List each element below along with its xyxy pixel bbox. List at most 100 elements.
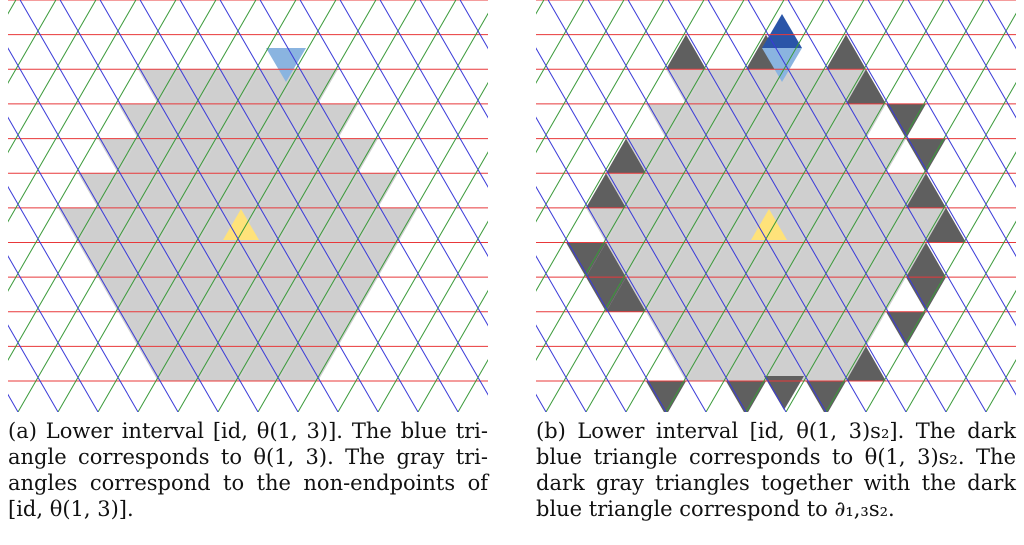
endpoint-triangle-dark <box>762 14 802 48</box>
green-line <box>337 151 488 412</box>
interval-triangle <box>198 173 238 208</box>
boundary-triangle <box>586 277 626 312</box>
identity-triangle <box>223 209 259 240</box>
interval-triangle <box>258 346 298 382</box>
boundary-triangle <box>886 103 926 139</box>
interval-triangle <box>806 242 846 278</box>
interval-triangle <box>646 207 686 243</box>
interval-triangle <box>646 173 686 208</box>
interval-triangle <box>218 311 258 347</box>
interval-triangle <box>606 173 646 208</box>
interval-triangle <box>686 69 726 104</box>
interval-triangle <box>98 277 138 312</box>
interval-triangle <box>686 103 726 139</box>
interval-triangle <box>706 138 746 174</box>
interval-triangle <box>258 277 298 312</box>
blue-line <box>787 0 1016 396</box>
interval-triangle <box>646 277 686 312</box>
interval-triangle <box>158 173 198 208</box>
interval-triangle <box>358 242 398 278</box>
caption-a-line-2: angle corresponds to θ(1, 3). The gray t… <box>8 445 488 469</box>
interval-triangle <box>338 173 378 208</box>
interval-triangle <box>178 242 218 278</box>
caption-a: (a) Lower interval [id, θ(1, 3)]. The bl… <box>8 418 488 522</box>
interval-triangle <box>706 173 746 208</box>
blue-line <box>747 0 987 412</box>
interval-triangle <box>138 138 178 174</box>
interval-triangle <box>258 207 298 243</box>
interval-triangle <box>766 138 806 174</box>
green-line <box>825 81 1016 412</box>
interval-triangle <box>666 242 706 278</box>
interval-triangle <box>238 277 278 312</box>
interval-triangle <box>318 138 358 174</box>
interval-triangle <box>378 207 418 243</box>
interval-triangle <box>118 311 158 347</box>
blue-line <box>536 255 627 412</box>
interval-triangle <box>806 173 846 208</box>
interval-triangle <box>238 138 278 174</box>
interval-triangle <box>118 173 158 208</box>
boundary-triangle <box>764 376 804 410</box>
interval-triangle <box>806 138 846 174</box>
interval-triangle <box>218 277 258 312</box>
interval-triangle <box>886 173 926 208</box>
interval-triangle <box>786 346 826 382</box>
interval-triangle <box>826 138 866 174</box>
interval-triangle <box>806 69 846 104</box>
interval-triangle <box>726 69 766 104</box>
interval-triangle <box>806 103 846 139</box>
interval-triangle <box>238 103 278 139</box>
interval-triangle <box>138 103 178 139</box>
green-line <box>785 12 1016 412</box>
blue-line <box>8 393 19 412</box>
interval-triangle <box>278 242 318 278</box>
interval-triangle <box>358 207 398 243</box>
green-line <box>985 359 1016 412</box>
blue-line <box>536 393 547 412</box>
green-line <box>705 0 945 412</box>
green-line <box>545 0 785 412</box>
green-line <box>945 289 1016 412</box>
endpoint-triangle-light <box>762 48 802 82</box>
interval-triangle <box>826 69 866 104</box>
interval-triangle <box>178 346 218 382</box>
blue-line <box>419 0 488 119</box>
interval-triangle <box>746 138 786 174</box>
interval-triangle <box>338 277 378 312</box>
blue-line <box>547 0 787 412</box>
interval-triangle <box>118 277 158 312</box>
interval-triangle <box>178 69 218 104</box>
interval-triangle <box>766 173 806 208</box>
interval-triangle <box>606 242 646 278</box>
interval-triangle <box>298 69 338 104</box>
interval-triangle <box>158 277 198 312</box>
interval-triangle <box>846 207 886 243</box>
interval-triangle <box>786 311 826 347</box>
interval-triangle <box>726 138 766 174</box>
blue-line <box>19 0 259 412</box>
interval-triangle <box>766 311 806 347</box>
interval-triangle <box>158 69 198 104</box>
interval-triangle <box>218 103 258 139</box>
interval-triangle <box>686 207 726 243</box>
interval-triangle <box>298 103 338 139</box>
interval-triangle <box>98 207 138 243</box>
boundary-triangle <box>906 173 946 208</box>
interval-triangle <box>298 277 338 312</box>
blue-line <box>947 0 1016 119</box>
interval-triangle <box>258 242 298 278</box>
interval-triangle <box>626 242 666 278</box>
interval-triangle <box>178 138 218 174</box>
interval-triangle <box>78 207 118 243</box>
interval-triangle <box>826 277 866 312</box>
interval-triangle <box>666 346 706 382</box>
interval-triangle <box>626 207 666 243</box>
interval-triangle <box>826 311 866 347</box>
interval-triangle <box>786 103 826 139</box>
blue-line <box>536 116 707 412</box>
interval-triangle <box>298 311 338 347</box>
lattice-lines <box>536 0 1016 412</box>
interval-triangle <box>706 103 746 139</box>
interval-triangle <box>238 242 278 278</box>
